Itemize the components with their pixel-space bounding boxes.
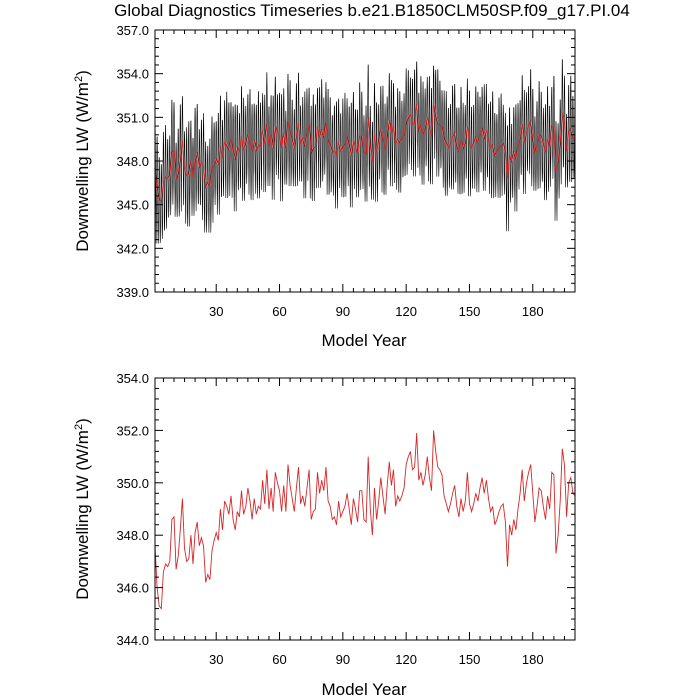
x-tick-label: 150 xyxy=(459,652,481,667)
panel-1-ticks: 30 60 90 120 150 180 339.0 342.0 345.0 348.0 351.0… xyxy=(116,23,576,319)
x-tick-label: 90 xyxy=(336,304,350,319)
x-tick-label: 180 xyxy=(522,652,544,667)
x-tick-label: 60 xyxy=(272,304,286,319)
panel-2-y-label-main: Downwelling LW (W/m xyxy=(73,430,92,600)
panel-1-y-axis-label: Downwelling LW (W/m2) xyxy=(73,70,92,252)
chart-title: Global Diagnostics Timeseries b.e21.B185… xyxy=(114,1,630,20)
panel-1-y-label-close: ) xyxy=(73,70,92,76)
panel-1-y-label-main: Downwelling LW (W/m xyxy=(73,82,92,252)
panel-2-x-axis-label: Model Year xyxy=(321,680,406,699)
x-tick-label: 30 xyxy=(209,304,223,319)
y-tick-label: 351.0 xyxy=(116,110,149,125)
y-tick-label: 344.0 xyxy=(116,633,149,648)
y-tick-label: 352.0 xyxy=(116,423,149,438)
panel-2-frame xyxy=(154,377,576,641)
x-tick-label: 150 xyxy=(459,304,481,319)
y-tick-label: 342.0 xyxy=(116,241,149,256)
panel-2-ticks: 30 60 90 120 150 180 344.0 346.0 348.0 350.0 352.0… xyxy=(116,371,576,667)
panel-1-plot-area xyxy=(154,59,576,244)
x-tick-label: 180 xyxy=(522,304,544,319)
y-tick-label: 354.0 xyxy=(116,371,149,386)
x-tick-label: 120 xyxy=(395,304,417,319)
monthly-series-line xyxy=(154,59,576,244)
panel-2-y-label-superscript: 2 xyxy=(73,424,85,430)
annual-mean-series-line xyxy=(154,102,576,203)
x-tick-label: 90 xyxy=(336,652,350,667)
x-tick-label: 120 xyxy=(395,652,417,667)
x-tick-label: 60 xyxy=(272,652,286,667)
annual-mean-series-line xyxy=(154,430,576,610)
panel-2-plot-area xyxy=(154,430,576,610)
x-tick-label: 30 xyxy=(209,652,223,667)
y-tick-label: 350.0 xyxy=(116,476,149,491)
y-tick-label: 357.0 xyxy=(116,23,149,38)
panel-2-y-axis-label: Downwelling LW (W/m2) xyxy=(73,418,92,600)
y-tick-label: 348.0 xyxy=(116,154,149,169)
panel-1-y-label-superscript: 2 xyxy=(73,76,85,82)
y-tick-label: 354.0 xyxy=(116,67,149,82)
y-tick-label: 345.0 xyxy=(116,198,149,213)
y-tick-label: 348.0 xyxy=(116,528,149,543)
panel-2-y-label-close: ) xyxy=(73,418,92,424)
y-tick-label: 346.0 xyxy=(116,581,149,596)
y-tick-label: 339.0 xyxy=(116,285,149,300)
panel-1-x-axis-label: Model Year xyxy=(321,331,406,350)
